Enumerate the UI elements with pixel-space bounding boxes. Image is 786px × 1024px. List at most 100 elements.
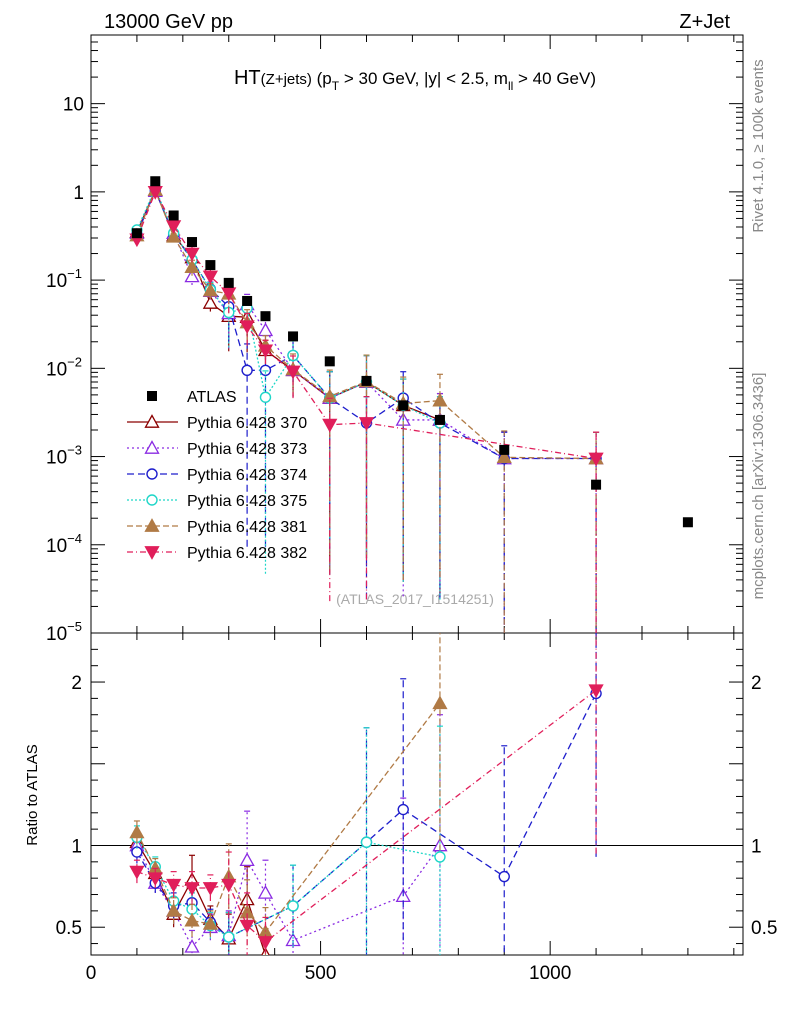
legend-label: Pythia 6.428 381 [187,519,307,536]
ratio-y-axis-label: Ratio to ATLAS [24,744,41,845]
atlas-point [398,400,409,411]
data-point [239,320,255,335]
data-point [257,322,274,337]
ratio-point [588,684,604,699]
ratio-point [166,878,182,893]
mcplots-url-label: mcplots.cern.ch [arXiv:1306.3436] [750,373,767,600]
main-y-tick-label: 10−5 [46,619,82,645]
x-tick-label: 0 [86,963,97,984]
atlas-point [242,295,253,306]
atlas-point [205,260,216,271]
main-y-tick-label: 10 [63,95,84,116]
legend-marker [146,494,158,506]
series-atlas [131,176,693,528]
atlas-point [499,444,510,455]
data-point [588,452,604,467]
header-energy-label: 13000 GeV pp [104,11,233,33]
atlas-point [223,277,234,288]
legend: ATLAS Pythia 6.428 370 Pythia 6.428 373 Pyt… [127,389,307,562]
ratio-point [239,919,255,934]
data-point [322,418,338,433]
analysis-watermark: (ATLAS_2017_I1514251) [336,591,494,607]
legend-entry: Pythia 6.428 370 [127,414,307,432]
ratio-point [434,851,446,863]
atlas-point [131,228,142,239]
atlas-point [187,237,198,248]
rivet-version-label: Rivet 4.1.0, ≥ 100k events [750,59,767,232]
ratio-point [287,900,299,912]
legend-entry: ATLAS [147,389,237,406]
ratio-point [360,836,373,848]
ratio-point [166,903,182,917]
ratio-point [432,695,448,710]
ratio-point [239,852,255,867]
legend-label: ATLAS [187,389,237,406]
ratio-y-tick-label-right: 1 [751,836,762,857]
ratio-point [223,931,235,943]
data-point [241,364,253,376]
main-y-tick-label: 10−4 [46,531,82,557]
atlas-point [591,479,602,490]
legend-label: Pythia 6.428 373 [187,441,307,458]
data-point [184,247,200,262]
ratio-panel-data [129,633,604,955]
ratio-point [397,803,409,816]
legend-marker [147,391,157,401]
legend-label: Pythia 6.428 382 [187,545,307,562]
data-point [202,270,218,285]
header-process-label: Z+Jet [679,11,730,33]
title-rest3: > 40 GeV) [513,69,596,88]
data-point [184,259,200,274]
atlas-point [361,375,372,386]
main-y-tick-label: 1 [73,183,84,204]
ratio-point [129,865,145,880]
ratio-point [257,885,274,899]
legend-marker [146,468,158,480]
ratio-y-tick-label-right: 0.5 [751,918,777,939]
title-sub: (Z+jets) [261,71,312,88]
atlas-point [168,210,179,221]
title-rest: (p [312,69,332,88]
ratio-point [257,936,274,950]
data-point [257,344,274,359]
legend-entry: Pythia 6.428 373 [127,440,307,458]
ratio-panel-frame [90,632,744,956]
x-tick-label: 500 [305,963,337,984]
legend-marker [144,518,160,532]
data-point [147,186,163,200]
data-point [358,417,375,431]
legend-marker [144,440,160,454]
legend-entry: Pythia 6.428 374 [127,467,307,484]
atlas-point [150,176,161,187]
ratio-series-p382 [129,633,604,955]
ratio-line [136,845,441,948]
series-line [136,189,597,460]
atlas-point [288,331,299,342]
legend-marker [144,414,160,428]
ratio-y-tick-label-left: 1 [71,836,82,857]
data-point [166,220,182,234]
series-p382 [129,186,604,633]
legend-entry: Pythia 6.428 381 [127,518,307,536]
title-main: HT [234,67,261,89]
ratio-series-p375 [131,725,446,955]
main-panel-frame [90,34,744,634]
series-p381 [129,182,604,633]
ratio-point [202,882,218,896]
legend-entry: Pythia 6.428 382 [127,545,307,562]
plot-title: HT(Z+jets) (pT > 30 GeV, |y| < 2.5, mll … [234,67,596,93]
ratio-point [184,882,200,896]
data-point [496,449,512,464]
data-point [285,365,301,380]
ratio-point [129,824,145,839]
main-y-tick-label: 10−1 [46,266,82,292]
data-point [202,282,218,297]
x-tick-label: 1000 [529,963,571,984]
ratio-y-tick-label-left: 0.5 [56,918,82,939]
ratio-y-tick-label-left: 2 [71,673,82,694]
series-line [136,186,441,424]
title-rest2: > 30 GeV, |y| < 2.5, m [339,69,508,88]
main-y-tick-label: 10−3 [46,443,82,469]
atlas-point [434,414,445,425]
